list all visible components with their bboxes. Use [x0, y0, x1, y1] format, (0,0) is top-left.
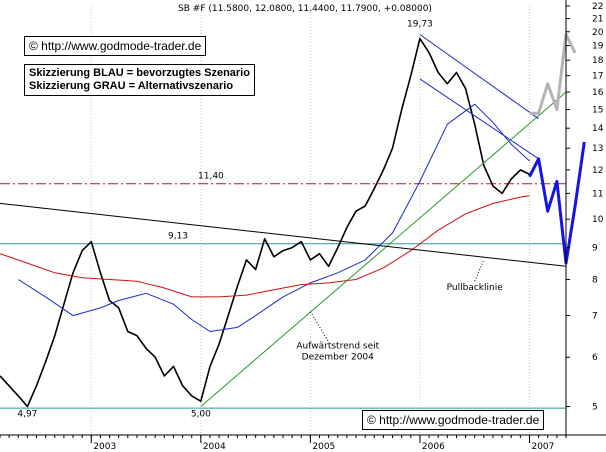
x-tick-label: 2005 [312, 442, 335, 452]
watermark-top-text: © http://www.godmode-trader.de [29, 39, 202, 53]
y-tick-label: 8 [592, 275, 598, 285]
y-tick-label: 5 [592, 403, 598, 413]
scenario-legend: Skizzierung BLAU = bevorzugtes Szenario … [24, 64, 255, 96]
y-tick-label: 21 [592, 15, 603, 25]
series-moving-average-blue [18, 103, 530, 332]
x-tick-label: 2003 [93, 442, 116, 452]
y-tick-label: 17 [592, 72, 603, 82]
y-tick-label: 12 [592, 166, 603, 176]
series-scenario-grey [529, 33, 577, 115]
series-scenario-blue [528, 141, 586, 265]
y-tick-label: 7 [592, 312, 598, 322]
series-price [0, 37, 530, 408]
annotation-label: Pullbacklinie [447, 283, 504, 293]
watermark-bottom: © http://www.godmode-trader.de [362, 410, 545, 430]
watermark-top: © http://www.godmode-trader.de [24, 36, 207, 56]
series-moving-average-red [0, 195, 530, 298]
watermark-bottom-text: © http://www.godmode-trader.de [367, 413, 540, 427]
pullback-pointer [474, 259, 485, 282]
level-label: 9,13 [168, 232, 188, 242]
series-channel-blue-lower [419, 78, 539, 160]
x-tick-label: 2007 [531, 442, 554, 452]
annotation-layer: 11,40 9,13 19,73 4,97 5,00 Aufwärtstrend seit… [17, 19, 503, 419]
y-tick-label: 22 [592, 2, 603, 12]
y-tick-label: 15 [592, 106, 603, 116]
y-tick-label: 14 [592, 124, 604, 134]
y-tick-label: 13 [592, 144, 603, 154]
y-tick-label: 9 [592, 244, 598, 254]
legend-line-grey: Skizzierung GRAU = Alternativszenario [29, 80, 234, 92]
x-tick-label: 2006 [422, 442, 445, 452]
chart-title: SB #F (11.5800, 12.0800, 11.4400, 11.790… [178, 4, 432, 14]
annotation-label: Dezember 2004 [302, 352, 374, 362]
series-layer [0, 33, 586, 408]
annotation-label: 19,73 [407, 19, 433, 29]
legend-line-blue: Skizzierung BLAU = bevorzugtes Szenario [29, 67, 250, 79]
series-channel-blue-upper [419, 34, 539, 120]
y-tick-label: 18 [592, 56, 604, 66]
x-tick-label: 2004 [203, 442, 226, 452]
trend-pointer [309, 311, 330, 343]
annotation-label: 4,97 [17, 409, 37, 419]
grid-layer [90, 6, 530, 435]
annotation-label: 5,00 [191, 409, 211, 419]
y-tick-label: 11 [592, 189, 603, 199]
y-tick-label: 6 [592, 353, 598, 363]
series-trendline-green [200, 91, 567, 407]
y-tick-label: 16 [592, 88, 604, 98]
series-pullback-line-black [0, 202, 567, 267]
y-tick-label: 19 [592, 42, 604, 52]
level-lines [0, 183, 566, 409]
annotation-label: Aufwärtstrend seit [296, 341, 379, 351]
y-tick-label: 10 [592, 215, 604, 225]
y-tick-label: 20 [592, 28, 604, 38]
level-label: 11,40 [198, 172, 224, 182]
